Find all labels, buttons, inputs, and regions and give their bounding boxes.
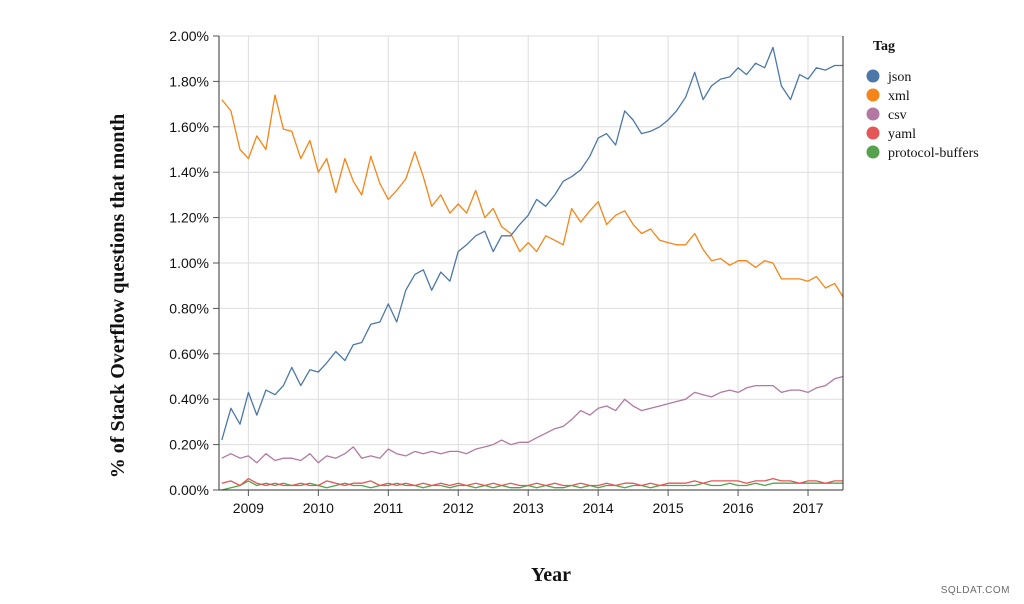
y-tick-label: 2.00%: [169, 28, 209, 44]
axes: 2009 2010 2011 2012 2013 2014 2015 2016 2017 0.0…: [169, 28, 844, 516]
x-tick-label: 2012: [443, 500, 474, 516]
y-axis-ticks: 0.00% 0.20% 0.40% 0.60% 0.80% 1.00% 1.20% 1.40%…: [169, 28, 219, 498]
x-tick-label: 2013: [513, 500, 544, 516]
y-tick-label: 1.80%: [169, 73, 209, 89]
series-line-xml: [221, 94, 844, 298]
legend-swatch-protocol-buffers: [866, 145, 880, 159]
x-tick-label: 2015: [653, 500, 684, 516]
y-tick-label: 1.20%: [169, 210, 209, 226]
x-axis-title: Year: [531, 564, 571, 586]
watermark: SQLDAT.COM: [940, 585, 1010, 596]
y-tick-label: 1.00%: [169, 255, 209, 271]
legend-label-protocol-buffers: protocol-buffers: [888, 146, 979, 161]
x-tick-label: 2009: [233, 500, 264, 516]
x-axis-ticks: 2009 2010 2011 2012 2013 2014 2015 2016 2017: [233, 490, 824, 516]
y-tick-label: 0.40%: [169, 391, 209, 407]
legend-swatch-xml: [866, 88, 880, 102]
y-tick-label: 0.80%: [169, 300, 209, 316]
legend-swatch-yaml: [866, 126, 880, 140]
legend-label-xml: xml: [888, 89, 910, 104]
legend-label-yaml: yaml: [888, 127, 916, 142]
legend-swatch-json: [866, 69, 880, 83]
y-tick-label: 0.00%: [169, 482, 209, 498]
legend-label-csv: csv: [888, 108, 907, 123]
legend: Tag json xml csv yaml protocol-buffers: [866, 39, 979, 161]
y-tick-label: 0.20%: [169, 437, 209, 453]
x-tick-label: 2011: [373, 500, 403, 516]
legend-swatch-csv: [866, 107, 880, 121]
series-line-csv: [221, 375, 844, 464]
series-line-protocol-buffers: [221, 480, 843, 491]
x-tick-label: 2017: [792, 500, 823, 516]
series-line-yaml: [221, 477, 843, 487]
legend-title: Tag: [873, 39, 895, 54]
x-tick-label: 2010: [303, 500, 334, 516]
series-lines: [221, 46, 844, 491]
legend-label-json: json: [887, 70, 911, 85]
y-tick-label: 0.60%: [169, 346, 209, 362]
y-tick-label: 1.60%: [169, 119, 209, 135]
x-tick-label: 2016: [722, 500, 753, 516]
gridlines: [219, 35, 843, 491]
y-tick-label: 1.40%: [169, 164, 209, 180]
x-tick-label: 2014: [583, 500, 614, 516]
series-line-json: [221, 46, 843, 441]
y-axis-title: % of Stack Overflow questions that month: [107, 114, 129, 478]
